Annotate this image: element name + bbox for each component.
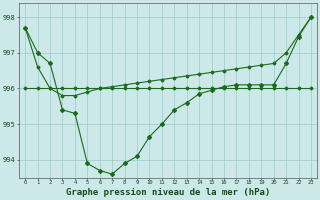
X-axis label: Graphe pression niveau de la mer (hPa): Graphe pression niveau de la mer (hPa) [66, 188, 270, 197]
